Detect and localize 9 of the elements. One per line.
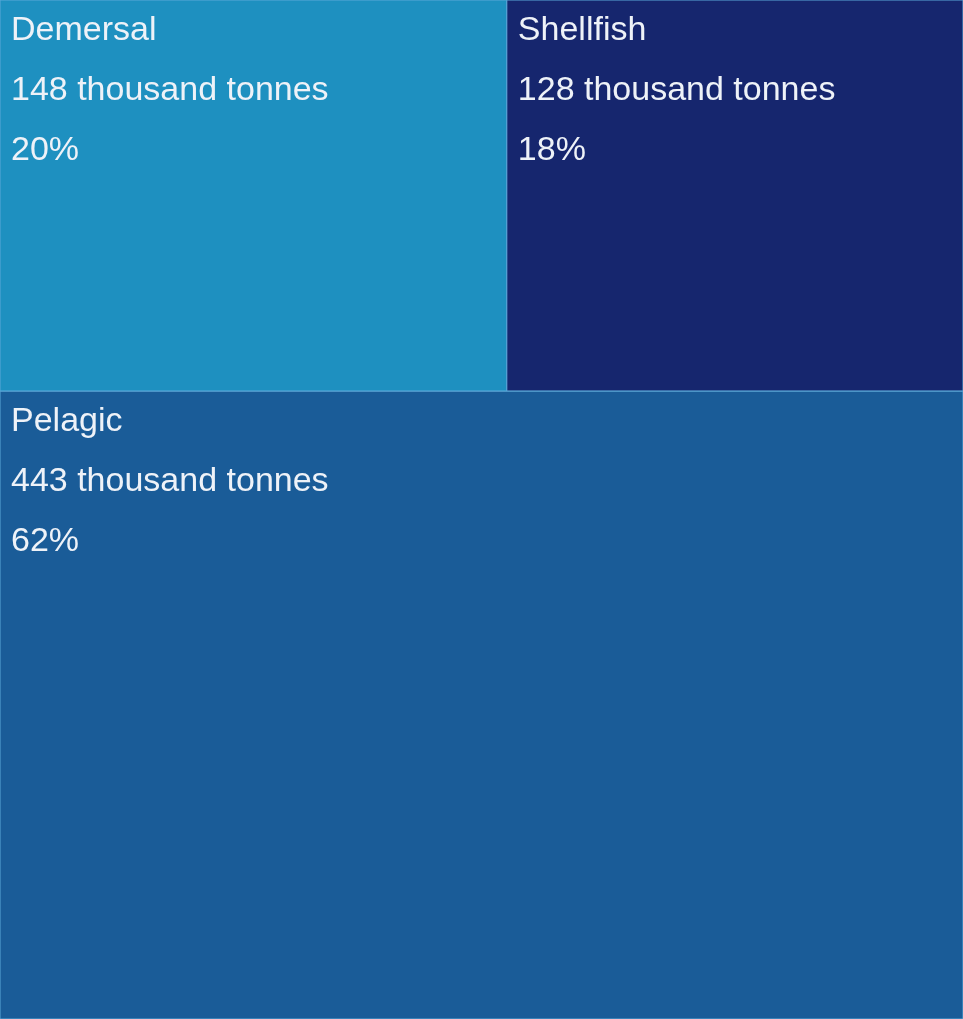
data-label: 148 thousand tonnes xyxy=(11,69,329,107)
data-label: 62% xyxy=(11,520,80,559)
data-label: 20% xyxy=(11,129,80,167)
category-label: Pelagic xyxy=(11,400,123,439)
data-label: 443 thousand tonnes xyxy=(11,460,329,499)
data-label: 18% xyxy=(517,129,586,167)
category-label: Shellfish xyxy=(517,9,647,47)
data-label: 128 thousand tonnes xyxy=(517,69,836,107)
category-label: Demersal xyxy=(11,9,157,47)
